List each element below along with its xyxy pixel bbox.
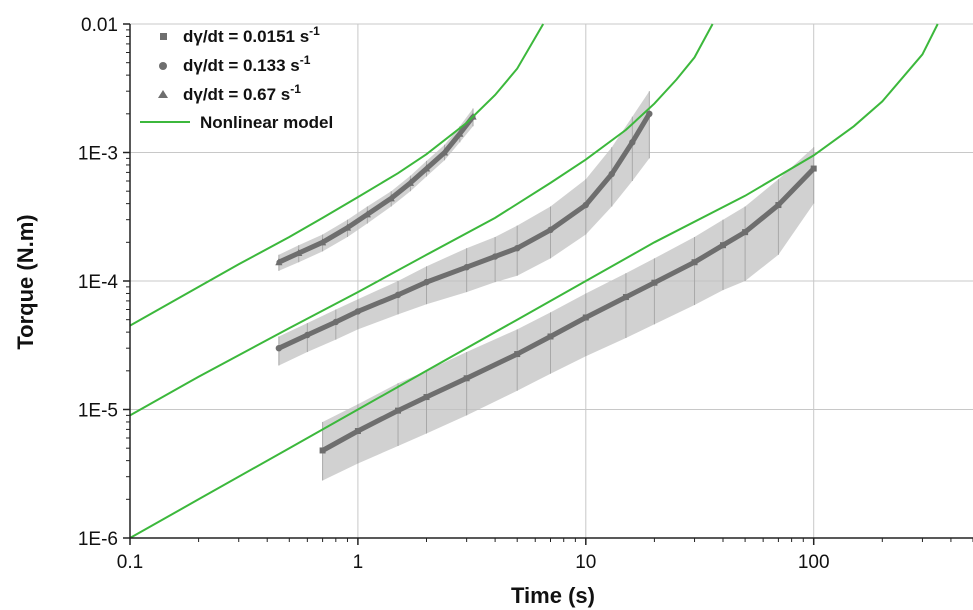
legend-marker-circle	[159, 62, 167, 70]
legend-label: dγ/dt = 0.0151 s-1	[183, 24, 320, 46]
data-point-square	[319, 447, 326, 454]
legend-item-0133: dγ/dt = 0.133 s-1	[159, 53, 311, 75]
data-point-circle	[582, 201, 590, 209]
x-tick-label: 100	[798, 552, 830, 573]
data-point-circle	[354, 308, 362, 315]
data-point-triangle	[295, 249, 303, 257]
data-point-triangle	[406, 178, 415, 186]
y-tick-label: 1E-6	[78, 529, 118, 550]
data-trace	[276, 111, 652, 351]
data-point-circle	[332, 318, 340, 326]
model-curve	[129, 23, 714, 417]
data-point-square	[651, 279, 658, 286]
data-point-circle	[491, 253, 499, 260]
data-trace	[276, 114, 476, 265]
legend-label: Nonlinear model	[200, 113, 333, 132]
data-point-triangle	[363, 210, 371, 218]
data-point-circle	[513, 244, 521, 252]
data-point-square	[514, 351, 521, 358]
data-point-square	[547, 333, 554, 340]
model-curve	[129, 23, 939, 539]
data-point-square	[720, 242, 727, 249]
data-point-triangle	[318, 238, 327, 246]
data-point-square	[742, 229, 749, 236]
x-tick-label: 1	[353, 552, 364, 573]
data-point-circle	[608, 170, 615, 178]
data-point-circle	[394, 291, 402, 299]
legend-item-0015: dγ/dt = 0.0151 s-1	[160, 24, 320, 46]
legend-item-067: dγ/dt = 0.67 s-1	[158, 82, 301, 104]
data-point-circle	[304, 331, 311, 339]
data-point-triangle	[275, 258, 283, 266]
legend-marker-square	[160, 33, 167, 40]
y-tick-label: 0.01	[81, 15, 118, 36]
ticks: 0.1 1 10 100 1E-6 1E-5 1E-4 1E-3 0.01	[78, 15, 973, 573]
data-point-triangle	[456, 129, 464, 137]
data-point-square	[354, 428, 361, 435]
y-axis-title: Torque (N.m)	[13, 214, 38, 349]
model-curves	[129, 23, 939, 539]
data-point-square	[810, 165, 817, 172]
data-point-circle	[646, 110, 653, 118]
data-point-circle	[547, 226, 554, 234]
legend-marker-triangle	[158, 90, 168, 98]
data-point-circle	[423, 278, 430, 286]
legend-label: dγ/dt = 0.133 s-1	[183, 53, 311, 75]
x-tick-label: 0.1	[117, 552, 143, 573]
data-point-square	[775, 202, 782, 209]
grid	[130, 23, 973, 538]
error-band	[322, 147, 814, 481]
data-point-circle	[275, 344, 283, 352]
model-curve	[129, 23, 545, 327]
data-point-square	[582, 314, 589, 321]
data-point-circle	[629, 139, 636, 146]
data-point-circle	[463, 264, 470, 271]
data-point-square	[395, 407, 402, 414]
legend: dγ/dt = 0.0151 s-1 dγ/dt = 0.133 s-1 dγ/…	[140, 24, 333, 132]
y-tick-label: 1E-3	[78, 144, 118, 165]
data-point-square	[691, 259, 698, 266]
y-tick-label: 1E-5	[78, 401, 118, 422]
error-band	[278, 91, 650, 366]
legend-label: dγ/dt = 0.67 s-1	[183, 82, 301, 104]
x-axis-title: Time (s)	[511, 583, 595, 608]
legend-item-model: Nonlinear model	[140, 113, 333, 132]
data-point-square	[622, 294, 629, 301]
data-point-square	[423, 394, 430, 401]
data-point-triangle	[343, 223, 352, 231]
data-point-triangle	[440, 148, 449, 156]
data-point-triangle	[422, 164, 431, 172]
data-point-square	[463, 375, 470, 382]
x-tick-label: 10	[575, 552, 596, 573]
data-point-triangle	[387, 194, 395, 202]
y-tick-label: 1E-4	[78, 272, 119, 293]
data-points	[275, 110, 817, 454]
error-bands	[278, 91, 815, 481]
